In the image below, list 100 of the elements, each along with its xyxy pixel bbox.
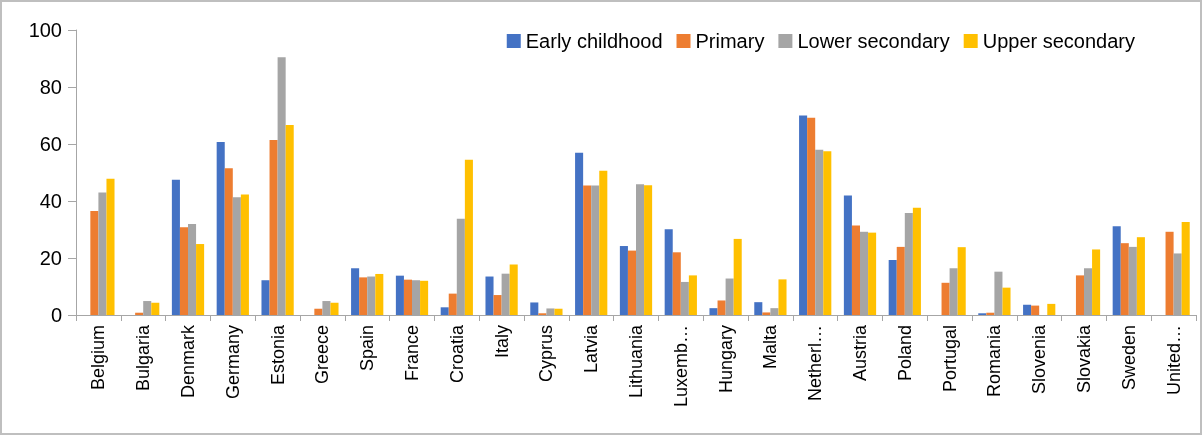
x-tick-label: United… [1163,325,1184,396]
bar [493,295,502,315]
bar [799,115,808,315]
bar [957,247,966,315]
bar [709,308,718,315]
bar [1120,243,1129,315]
bar [1002,287,1011,315]
bar [171,179,180,315]
bar [575,152,584,315]
bar [664,229,673,315]
bar [395,275,404,315]
x-tick-label: France [402,325,422,382]
bar [823,151,832,315]
bar [554,308,563,315]
bar [1136,237,1145,315]
legend-label: Upper secondary [982,30,1136,52]
x-tick-label: Romania [984,324,1005,398]
x-tick-label: Belgium [88,325,109,391]
x-tick-label: Croatia [446,324,467,384]
y-tick-label: 60 [39,133,62,155]
x-tick-label: Austria [850,324,870,382]
bar [151,302,160,315]
x-tick-label: Greece [312,325,333,385]
x-tick-label: Lithuania [626,324,646,399]
bar [90,210,99,315]
bar [196,244,205,315]
bar [896,246,905,315]
bar [530,302,539,315]
bar [375,273,384,315]
bar [240,194,249,315]
bar [440,307,449,315]
x-tick-label: Latvia [581,324,602,374]
bar [688,275,697,315]
bar [1075,275,1084,315]
bar [420,280,429,315]
bar [261,280,270,315]
legend-label: Primary [695,30,765,52]
bar [224,168,233,315]
bar [619,246,628,315]
x-tick-label: Sweden [1118,325,1139,391]
bar [179,227,188,315]
x-tick-label: Hungary [715,325,736,394]
bar [351,268,360,315]
bar [888,260,897,315]
bar [216,142,225,315]
bar [583,185,592,315]
y-tick-label: 80 [39,76,62,98]
bar [330,302,339,315]
x-tick-label: Spain [357,325,378,372]
bar [843,195,852,315]
x-tick-label: Malta [760,324,781,370]
x-tick-label: Portugal [939,325,960,393]
bar [269,140,278,315]
y-tick-label: 0 [50,304,62,326]
x-tick-label: Estonia [267,324,288,386]
bar [868,232,877,315]
bar [1031,305,1040,315]
x-tick-label: Luxemb… [670,325,691,408]
bar [359,277,368,315]
bar [403,279,412,315]
bar [106,178,115,315]
bar [644,185,653,315]
bar [672,252,681,315]
x-tick-label: Germany [222,325,243,400]
bar [464,159,473,315]
bar [717,300,726,315]
bar [1023,304,1032,315]
bar [448,293,457,315]
x-tick-label: Italy [491,325,512,359]
bar [627,250,636,315]
x-tick-label: Slovakia [1074,324,1094,394]
x-tick-label: Denmark [178,324,198,399]
y-tick-label: 100 [28,19,62,41]
bar [314,308,323,315]
x-tick-label: Cyprus [536,325,557,383]
bar [851,225,860,315]
bar [754,302,763,315]
bar [912,207,921,315]
bar [485,276,494,315]
bar [1092,249,1101,315]
legend-label: Early childhood [525,30,663,52]
bar [1165,231,1174,315]
bar [1047,303,1056,315]
legend-label: Lower secondary [797,30,950,52]
x-tick-label: Netherl… [805,325,826,402]
x-tick-label: Slovenia [1029,324,1050,395]
bar [285,124,294,315]
bar [1112,226,1121,315]
bar [941,282,950,315]
bar [807,117,816,315]
bar [599,170,608,315]
bar [509,264,518,315]
bar [1181,222,1190,315]
bar [733,238,742,315]
bar [762,312,771,315]
x-tick-label: Poland [894,325,915,382]
bar [778,279,787,315]
x-tick-label: Bulgaria [133,324,154,392]
y-tick-label: 20 [39,247,62,269]
y-tick-label: 40 [39,190,62,212]
